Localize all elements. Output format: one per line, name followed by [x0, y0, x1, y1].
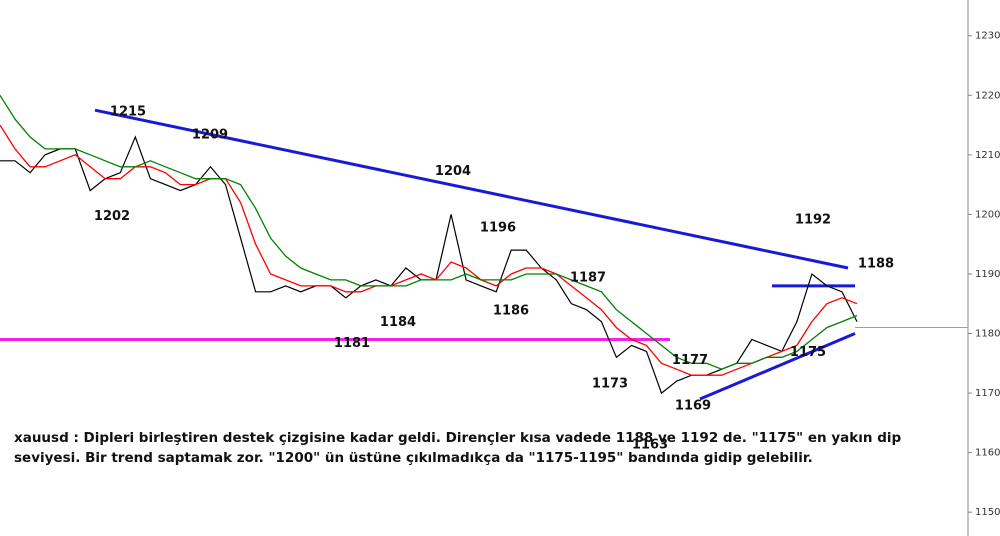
y-tick-label: 1190,	[975, 269, 1000, 280]
y-tick-label: 1160,	[975, 448, 1000, 459]
price-annotation: 1169	[675, 399, 711, 414]
y-tick-label: 1170,	[975, 388, 1000, 399]
price-annotation: 1204	[435, 164, 471, 179]
price-annotation: 1163	[632, 437, 668, 452]
price-annotation: 1202	[94, 209, 130, 224]
price-annotation: 1215	[110, 105, 146, 120]
price-line	[0, 124, 858, 376]
y-tick-label: 1220,	[975, 90, 1000, 101]
price-annotation: 1186	[493, 303, 529, 318]
price-annotation: 1177	[672, 353, 708, 368]
price-line	[0, 94, 858, 370]
trend-line	[94, 108, 849, 270]
price-annotation: 1181	[334, 336, 370, 351]
price-annotation: 1196	[480, 221, 516, 236]
y-tick-label: 1180,	[975, 329, 1000, 340]
price-annotation: 1192	[795, 213, 831, 228]
trend-line	[699, 332, 856, 401]
y-tick-label: 1230,	[975, 31, 1000, 42]
price-annotation: 1209	[192, 127, 228, 142]
caption-line: xauusd : Dipleri birleştiren destek çizg…	[14, 430, 901, 446]
price-annotation: 1184	[380, 315, 416, 330]
price-annotation: 1187	[570, 270, 606, 285]
price-annotation: 1175	[790, 345, 826, 360]
price-annotation: 1173	[592, 377, 628, 392]
price-annotation: 1188	[858, 256, 894, 271]
caption-line: seviyesi. Bir trend saptamak zor. "1200"…	[14, 450, 813, 466]
y-tick-label: 1200,	[975, 209, 1000, 220]
y-tick-label: 1210,	[975, 150, 1000, 161]
price-line	[0, 135, 858, 395]
y-tick-label: 1150,	[975, 507, 1000, 518]
